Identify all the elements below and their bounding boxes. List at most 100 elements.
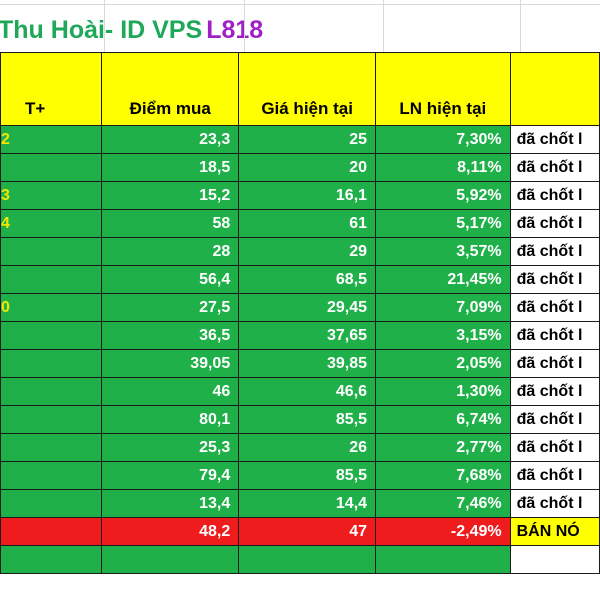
note-cell[interactable]: đã chốt l: [509, 461, 600, 490]
empty-cell[interactable]: [101, 545, 240, 574]
table-row: 39,05 39,85 2,05% đã chốt l: [0, 349, 600, 378]
buy-price-cell[interactable]: 48,2: [101, 517, 240, 546]
current-price-cell[interactable]: 39,85: [238, 349, 377, 378]
buy-price-cell[interactable]: 23,3: [101, 125, 240, 154]
empty-cell[interactable]: [238, 545, 377, 574]
buy-price-cell[interactable]: 18,5: [101, 153, 240, 182]
table-row: 2 23,3 25 7,30% đã chốt l: [0, 125, 600, 154]
profit-cell[interactable]: 6,74%: [375, 405, 511, 434]
note-cell[interactable]: đã chốt l: [509, 293, 600, 322]
buy-price-cell[interactable]: 80,1: [101, 405, 240, 434]
note-cell[interactable]: đã chốt l: [509, 377, 600, 406]
current-price-cell[interactable]: 46,6: [238, 377, 377, 406]
current-price-cell[interactable]: 25: [238, 125, 377, 154]
table-row: 3 15,2 16,1 5,92% đã chốt l: [0, 181, 600, 210]
profit-cell[interactable]: 5,17%: [375, 209, 511, 238]
profit-cell[interactable]: 3,15%: [375, 321, 511, 350]
portfolio-table: T+ Điểm mua Giá hiện tại LN hiện tại 2 23…: [0, 52, 600, 574]
empty-cell[interactable]: [0, 545, 103, 574]
profit-cell[interactable]: 21,45%: [375, 265, 511, 294]
note-cell[interactable]: đã chốt l: [509, 237, 600, 266]
buy-price-cell[interactable]: 27,5: [101, 293, 240, 322]
empty-row: [0, 545, 600, 574]
profit-cell[interactable]: 8,11%: [375, 153, 511, 182]
table-row: 48,2 47 -2,49% BÁN NÓ: [0, 517, 600, 546]
profit-cell[interactable]: 2,77%: [375, 433, 511, 462]
table-body: T+ Điểm mua Giá hiện tại LN hiện tại 2 23…: [0, 52, 600, 574]
buy-price-cell[interactable]: 79,4: [101, 461, 240, 490]
current-price-cell[interactable]: 16,1: [238, 181, 377, 210]
buy-price-cell[interactable]: 36,5: [101, 321, 240, 350]
t-cell[interactable]: 2: [0, 125, 103, 154]
note-cell[interactable]: đã chốt l: [509, 153, 600, 182]
t-cell[interactable]: [0, 461, 103, 490]
note-cell[interactable]: đã chốt l: [509, 265, 600, 294]
current-price-cell[interactable]: 14,4: [238, 489, 377, 518]
note-cell[interactable]: đã chốt l: [509, 405, 600, 434]
note-cell[interactable]: đã chốt l: [509, 125, 600, 154]
gridline: [383, 0, 384, 52]
header-cell-current-price[interactable]: Giá hiện tại: [238, 52, 377, 126]
header-cell-current-profit[interactable]: LN hiện tại: [375, 52, 511, 126]
note-cell[interactable]: BÁN NÓ: [509, 517, 600, 546]
note-cell[interactable]: đã chốt l: [509, 209, 600, 238]
current-price-cell[interactable]: 26: [238, 433, 377, 462]
empty-cell[interactable]: [509, 545, 600, 574]
current-price-cell[interactable]: 61: [238, 209, 377, 238]
current-price-cell[interactable]: 37,65: [238, 321, 377, 350]
current-price-cell[interactable]: 47: [238, 517, 377, 546]
header-cell-t[interactable]: T+: [0, 52, 103, 126]
t-cell[interactable]: [0, 433, 103, 462]
note-cell[interactable]: đã chốt l: [509, 321, 600, 350]
t-cell[interactable]: [0, 321, 103, 350]
profit-cell[interactable]: 7,68%: [375, 461, 511, 490]
t-cell[interactable]: [0, 489, 103, 518]
buy-price-cell[interactable]: 58: [101, 209, 240, 238]
note-cell[interactable]: đã chốt l: [509, 489, 600, 518]
profit-cell[interactable]: 7,30%: [375, 125, 511, 154]
current-price-cell[interactable]: 20: [238, 153, 377, 182]
profit-cell[interactable]: 5,92%: [375, 181, 511, 210]
t-cell[interactable]: 4: [0, 209, 103, 238]
table-row: 80,1 85,5 6,74% đã chốt l: [0, 405, 600, 434]
buy-price-cell[interactable]: 46: [101, 377, 240, 406]
t-cell[interactable]: [0, 405, 103, 434]
empty-cell[interactable]: [375, 545, 511, 574]
note-cell[interactable]: đã chốt l: [509, 181, 600, 210]
note-cell[interactable]: đã chốt l: [509, 433, 600, 462]
current-price-cell[interactable]: 85,5: [238, 405, 377, 434]
buy-price-cell[interactable]: 15,2: [101, 181, 240, 210]
current-price-cell[interactable]: 85,5: [238, 461, 377, 490]
buy-price-cell[interactable]: 25,3: [101, 433, 240, 462]
profit-cell[interactable]: 3,57%: [375, 237, 511, 266]
profit-cell[interactable]: -2,49%: [375, 517, 511, 546]
table-row: 79,4 85,5 7,68% đã chốt l: [0, 461, 600, 490]
profit-cell[interactable]: 1,30%: [375, 377, 511, 406]
t-cell[interactable]: 0: [0, 293, 103, 322]
buy-price-cell[interactable]: 13,4: [101, 489, 240, 518]
gridline: [104, 0, 105, 52]
t-cell[interactable]: [0, 237, 103, 266]
buy-price-cell[interactable]: 39,05: [101, 349, 240, 378]
table-row: 0 27,5 29,45 7,09% đã chốt l: [0, 293, 600, 322]
t-cell[interactable]: [0, 265, 103, 294]
t-cell[interactable]: 3: [0, 181, 103, 210]
current-price-cell[interactable]: 29: [238, 237, 377, 266]
title-name: Thu Hoài- ID VPS: [0, 16, 203, 44]
header-row: T+ Điểm mua Giá hiện tại LN hiện tại: [0, 52, 600, 126]
t-cell[interactable]: [0, 349, 103, 378]
buy-price-cell[interactable]: 56,4: [101, 265, 240, 294]
buy-price-cell[interactable]: 28: [101, 237, 240, 266]
t-cell[interactable]: [0, 517, 103, 546]
header-cell-note[interactable]: [509, 52, 600, 126]
profit-cell[interactable]: 2,05%: [375, 349, 511, 378]
profit-cell[interactable]: 7,46%: [375, 489, 511, 518]
account-code: L818: [206, 16, 264, 44]
current-price-cell[interactable]: 68,5: [238, 265, 377, 294]
header-cell-buy-price[interactable]: Điểm mua: [101, 52, 240, 126]
note-cell[interactable]: đã chốt l: [509, 349, 600, 378]
current-price-cell[interactable]: 29,45: [238, 293, 377, 322]
t-cell[interactable]: [0, 377, 103, 406]
t-cell[interactable]: [0, 153, 103, 182]
profit-cell[interactable]: 7,09%: [375, 293, 511, 322]
